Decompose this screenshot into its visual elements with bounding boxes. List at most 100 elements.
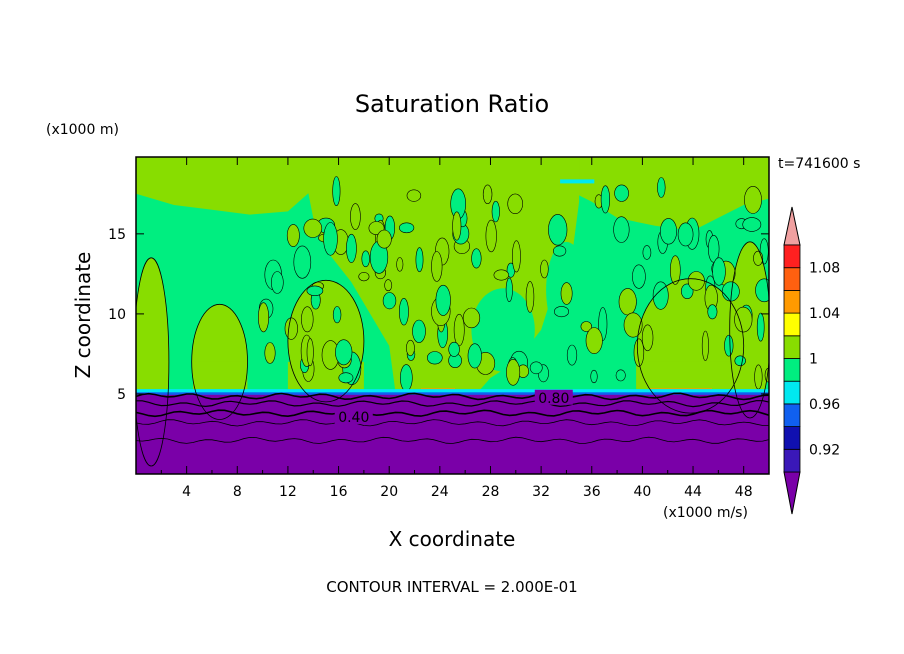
colorbar-segment xyxy=(783,403,801,427)
speckle-cell xyxy=(284,317,298,340)
contour-line xyxy=(136,392,769,401)
x-tick-label: 8 xyxy=(233,484,242,500)
y-axis-ticks: 5 10 15 xyxy=(108,227,769,403)
speckle-cell xyxy=(680,283,694,299)
speckle-cell xyxy=(303,218,323,238)
x-tick-label: 4 xyxy=(182,484,191,500)
speckle-cell xyxy=(618,288,637,316)
speckle-cell xyxy=(332,176,341,207)
x-tick-label: 28 xyxy=(482,484,500,500)
speckle-cell xyxy=(724,334,734,357)
speckle-cell xyxy=(756,312,765,342)
speckle-cell xyxy=(615,369,626,382)
speckle-cell xyxy=(398,298,409,326)
speckle-cell xyxy=(293,245,312,279)
speckle-cell xyxy=(306,285,324,296)
colorbar-segment xyxy=(783,289,801,314)
colorbar-label: 1 xyxy=(809,352,818,368)
speckle-cell xyxy=(467,343,482,369)
speckle-cell xyxy=(566,344,578,366)
speckle-cell xyxy=(552,245,567,257)
speckle-cell xyxy=(512,240,521,273)
speckle-cell xyxy=(553,306,569,318)
speckle-cell xyxy=(270,271,284,294)
contour-label-bg xyxy=(334,408,373,424)
colorbar-label: 0.96 xyxy=(809,397,840,413)
colorbar-segment xyxy=(783,267,801,291)
x-axis-ticks: 4 8 12 16 20 24 28 32 36 40 44 48 xyxy=(160,157,753,500)
chart-title: Saturation Ratio xyxy=(355,90,549,118)
colorbar-segment xyxy=(783,335,801,359)
speckle-cell xyxy=(669,255,681,285)
cyan-streak xyxy=(560,179,595,184)
column-outline xyxy=(136,257,170,467)
colorbar-segment xyxy=(783,312,801,337)
speckle-cell xyxy=(399,222,415,234)
speckle-cell xyxy=(507,193,524,215)
contour-plot-area xyxy=(136,157,769,474)
speckle-cell xyxy=(659,218,677,245)
speckle-cell xyxy=(338,372,354,384)
speckle-cell xyxy=(384,279,393,292)
speckle-cell xyxy=(633,338,645,367)
y-axis-label: Z coordinate xyxy=(71,252,95,379)
speckle-cell xyxy=(623,312,643,338)
speckle-cell xyxy=(485,219,497,253)
speckle-cell xyxy=(382,292,397,310)
speckle-cell xyxy=(426,351,443,365)
speckle-cell xyxy=(707,304,718,320)
speckle-cell xyxy=(435,284,451,316)
speckle-cell xyxy=(701,330,709,361)
speckle-cell xyxy=(548,214,568,246)
speckle-cell xyxy=(657,177,666,198)
speckle-cell xyxy=(734,355,746,367)
speckle-cell xyxy=(506,358,521,386)
contour-interval-note: CONTOUR INTERVAL = 2.000E-01 xyxy=(326,578,577,596)
speckle-cell xyxy=(755,278,769,303)
speckle-cell xyxy=(600,185,611,214)
speckle-cell xyxy=(525,281,535,313)
speckle-cell xyxy=(493,269,509,281)
contour-label-bg xyxy=(534,389,573,405)
speckle-cell xyxy=(406,189,422,202)
x-tick-label: 20 xyxy=(380,484,398,500)
contour-label: 0.80 xyxy=(538,391,569,407)
speckle-cell xyxy=(431,251,443,282)
speckle-cell xyxy=(580,321,592,332)
speckle-cell xyxy=(744,185,762,214)
speckle-cell xyxy=(412,319,426,343)
contour-labels: 0.40 0.80 xyxy=(334,389,573,426)
column-outline xyxy=(729,241,769,419)
speckle-cell xyxy=(399,364,413,392)
x-tick-label: 44 xyxy=(684,484,702,500)
speckle-cell xyxy=(529,361,543,375)
speckle-cell xyxy=(540,259,549,279)
contour-line xyxy=(136,400,769,408)
contour-lines xyxy=(136,241,769,467)
upper-saturation-region xyxy=(136,157,769,231)
colorbar-label: 1.04 xyxy=(809,306,840,322)
contour-label: 0.40 xyxy=(338,410,369,426)
speckle-cell xyxy=(405,339,415,357)
speckle-cell xyxy=(590,369,598,384)
speckle-cell xyxy=(687,271,705,291)
speckle-cell xyxy=(301,306,314,333)
x-tick-label: 32 xyxy=(532,484,550,500)
colorbar-label: 0.92 xyxy=(809,442,840,458)
speckle-cell xyxy=(677,222,694,247)
y-tick-label: 15 xyxy=(108,227,126,243)
contour-line xyxy=(136,419,769,427)
x-tick-label: 24 xyxy=(431,484,449,500)
time-label: t=741600 s xyxy=(778,156,860,172)
speckle-cell xyxy=(734,306,753,333)
y-tick-label: 5 xyxy=(117,387,126,403)
y-unit-label: (x1000 m) xyxy=(46,122,119,138)
speckle-cell xyxy=(323,222,338,256)
speckle-cell xyxy=(632,264,646,289)
speckle-cell xyxy=(453,313,465,347)
y-tick-label: 10 xyxy=(108,307,126,323)
speckle-cell xyxy=(448,341,460,357)
speckle-cell xyxy=(742,217,762,232)
speckle-cell xyxy=(415,247,424,273)
